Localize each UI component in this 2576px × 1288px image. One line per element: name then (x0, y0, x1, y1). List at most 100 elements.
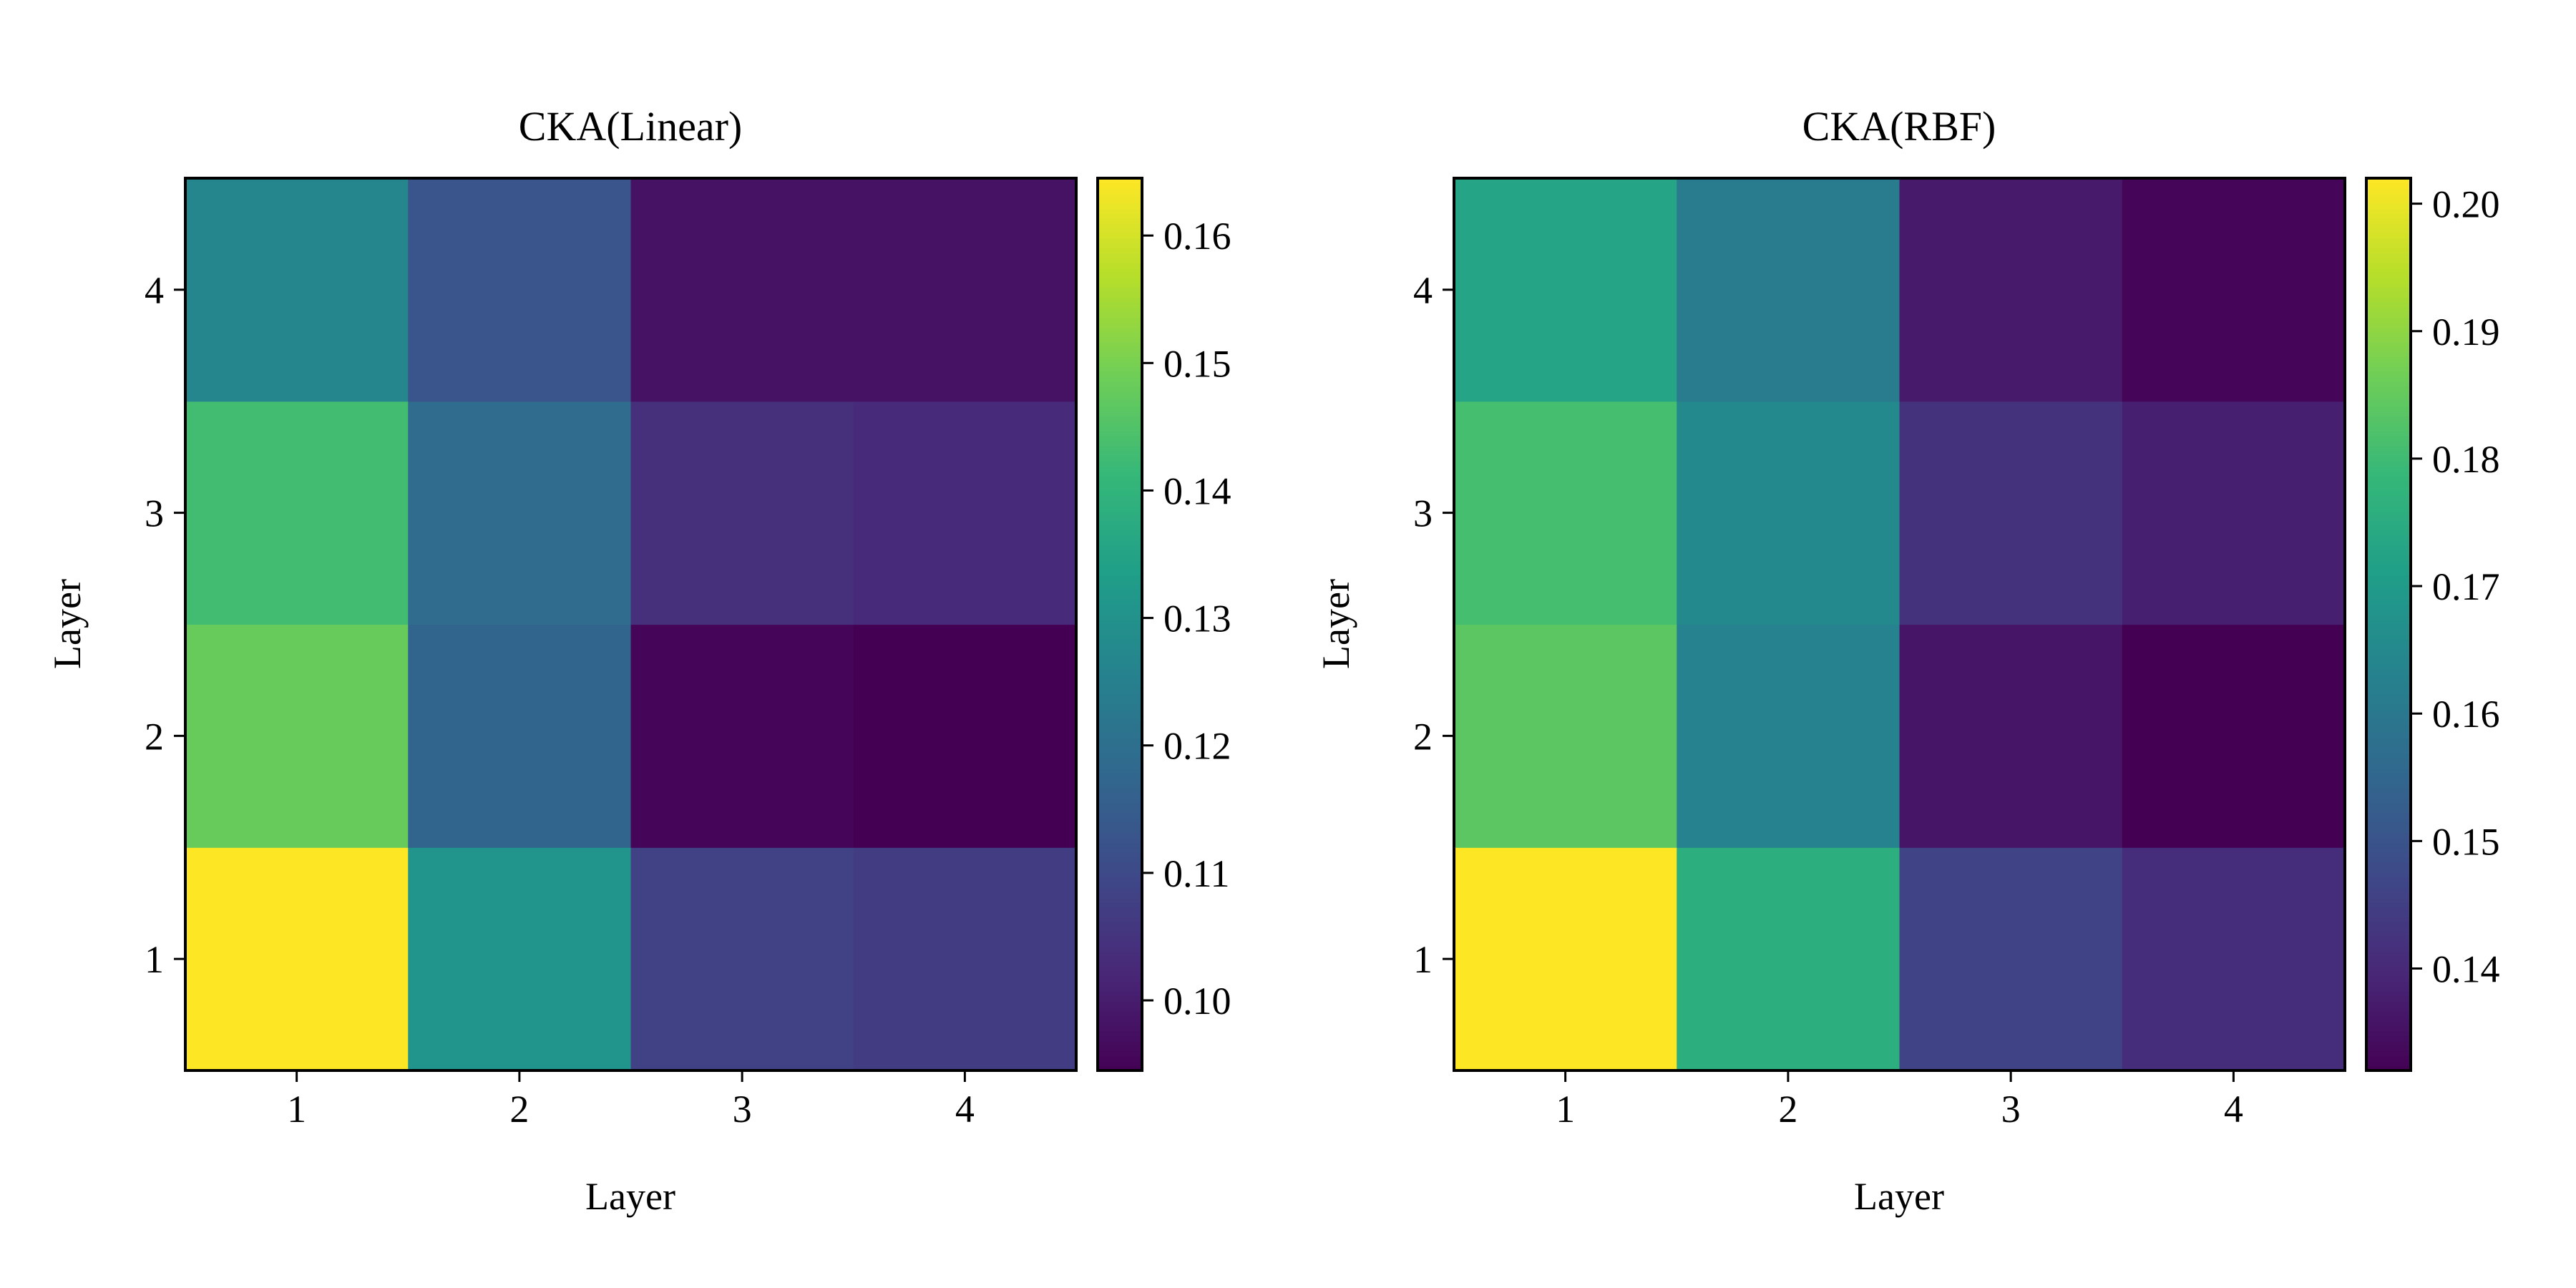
colorbar-segment (1098, 1065, 1142, 1071)
colorbar-segment (2366, 902, 2411, 908)
colorbar-segment (2366, 683, 2411, 690)
colorbar-segment (1098, 247, 1142, 253)
colorbar-segment (2366, 441, 2411, 447)
colorbar-segment (1098, 550, 1142, 556)
colorbar-segment (1098, 218, 1142, 224)
colorbar-segment (2366, 257, 2411, 263)
heatmap-cell (1454, 178, 1677, 402)
heatmap-cell (408, 401, 632, 625)
heatmap-cell (853, 178, 1077, 402)
colorbar-segment (1098, 718, 1142, 724)
colorbar-segment (2366, 381, 2411, 387)
colorbar-segment (2366, 530, 2411, 536)
colorbar-segment (1098, 361, 1142, 368)
colorbar-segment (2366, 1025, 2411, 1032)
colorbar-segment (1098, 743, 1142, 749)
heatmap-cell (2122, 178, 2346, 402)
heatmap-cell (1899, 401, 2123, 625)
colorbar-segment (1098, 356, 1142, 363)
colorbar-segment (1098, 733, 1142, 739)
colorbar-segment (1098, 446, 1142, 452)
colorbar-segment (2366, 545, 2411, 551)
colorbar-tick-label: 0.17 (2432, 565, 2500, 608)
chart-title: CKA(Linear) (519, 103, 742, 150)
colorbar-segment (2366, 565, 2411, 571)
colorbar-segment (2366, 693, 2411, 700)
colorbar-segment (2366, 649, 2411, 655)
colorbar-segment (2366, 228, 2411, 234)
colorbar-segment (1098, 495, 1142, 502)
x-tick-label: 1 (1556, 1088, 1575, 1131)
heatmap-cell (1677, 847, 1901, 1071)
colorbar-segment (2366, 634, 2411, 640)
colorbar-segment (1098, 912, 1142, 918)
y-tick-label: 2 (1413, 715, 1433, 758)
colorbar-segment (2366, 768, 2411, 774)
colorbar-segment (2366, 837, 2411, 844)
colorbar-segment (2366, 267, 2411, 273)
heatmap-cell (630, 178, 854, 402)
colorbar-segment (1098, 451, 1142, 457)
colorbar-segment (2366, 981, 2411, 987)
colorbar-segment (2366, 619, 2411, 625)
colorbar-segment (1098, 991, 1142, 997)
colorbar-segment (2366, 743, 2411, 749)
colorbar-segment (1098, 976, 1142, 982)
colorbar-frame (2365, 177, 2412, 1072)
colorbar-segment (1098, 946, 1142, 952)
colorbar-segment (2366, 535, 2411, 541)
colorbar-segment (1098, 629, 1142, 635)
colorbar-segment (1098, 282, 1142, 288)
colorbar-segment (2366, 192, 2411, 199)
colorbar-segment (1098, 594, 1142, 600)
colorbar-segment (1098, 961, 1142, 967)
colorbar-segment (1098, 872, 1142, 878)
colorbar-segment (1098, 530, 1142, 536)
colorbar-segment (1098, 1060, 1142, 1066)
heatmap-cell (630, 847, 854, 1071)
colorbar-segment (2366, 560, 2411, 566)
colorbar-segment (1098, 922, 1142, 927)
colorbar-segment (2366, 451, 2411, 457)
colorbar-segment (2366, 1035, 2411, 1042)
colorbar-segment (2366, 431, 2411, 437)
colorbar-segment (2366, 842, 2411, 849)
colorbar-segment (1098, 847, 1142, 853)
colorbar-segment (1098, 981, 1142, 987)
colorbar-segment (2366, 778, 2411, 784)
colorbar-segment (1098, 426, 1142, 432)
colorbar-segment (2366, 877, 2411, 883)
colorbar-segment (1098, 882, 1142, 888)
colorbar-segment (2366, 585, 2411, 590)
colorbar-segment (1098, 376, 1142, 382)
colorbar-segment (1098, 1055, 1142, 1061)
colorbar-segment (1098, 580, 1142, 585)
colorbar-segment (2366, 455, 2411, 462)
colorbar-segment (2366, 218, 2411, 224)
colorbar-segment (2366, 490, 2411, 497)
heatmap-cell (1677, 624, 1901, 848)
colorbar-segment (2366, 307, 2411, 313)
colorbar-segment (2366, 421, 2411, 427)
heatmap-cells (1454, 178, 2346, 1071)
colorbar-segment (2366, 807, 2411, 814)
colorbar-segment (2366, 614, 2411, 620)
x-tick-label: 3 (2001, 1088, 2021, 1131)
colorbar-segment (1098, 693, 1142, 700)
heatmap-cell (630, 624, 854, 848)
colorbar-segment (1098, 203, 1142, 209)
y-axis-ticks: 1 2 3 4 (1413, 269, 1454, 981)
colorbar-segment (1098, 932, 1142, 937)
colorbar-segment (2366, 238, 2411, 243)
colorbar-segment (1098, 485, 1142, 492)
colorbar-segment (1098, 525, 1142, 531)
colorbar-segment (1098, 346, 1142, 353)
colorbar-segment (2366, 678, 2411, 685)
colorbar-segment (1098, 396, 1142, 402)
colorbar-segment (2366, 485, 2411, 492)
y-tick-label: 4 (145, 269, 164, 312)
x-tick-label: 2 (1778, 1088, 1797, 1131)
colorbar-segment (2366, 609, 2411, 615)
colorbar-segment (1098, 465, 1142, 472)
